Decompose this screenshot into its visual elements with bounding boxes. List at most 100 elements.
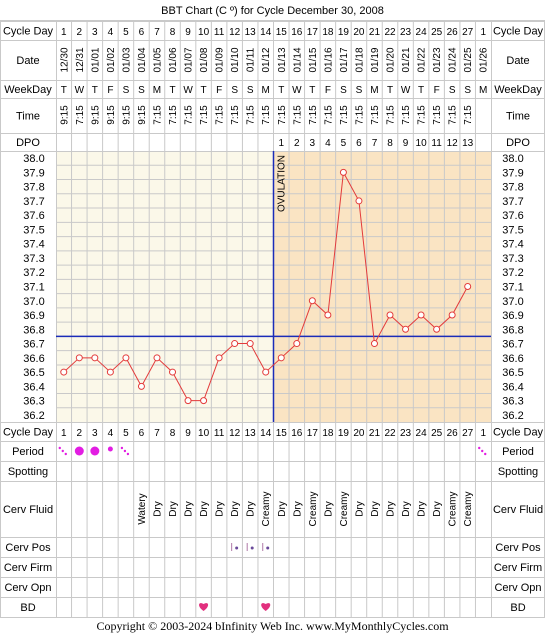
time-cell: 7:15 (463, 105, 474, 125)
row-label-left-cerv-pos: Cerv Pos (5, 542, 51, 554)
period-dot-icon (90, 446, 100, 456)
temperature-point (417, 311, 425, 319)
y-tick-label-right: 36.6 (502, 353, 523, 365)
cycle-day-cell: 1 (61, 27, 67, 38)
time-cell: 9:15 (59, 105, 70, 125)
cycle-day-cell: 11 (214, 27, 225, 38)
time-cell: 7:15 (168, 105, 179, 125)
time-cell: 9:15 (90, 105, 101, 125)
date-cell: 01/18 (354, 47, 365, 72)
weekday-cell: S (356, 85, 363, 96)
row-label-left-spotting: Spotting (8, 466, 48, 478)
row-label-left-weekday: WeekDay (4, 84, 52, 96)
cerv-fluid-cell: Creamy (339, 491, 350, 526)
y-tick-label-left: 37.7 (23, 196, 44, 208)
date-cell: 01/15 (308, 47, 319, 72)
time-cell: 7:15 (261, 105, 272, 125)
y-tick-label-right: 36.8 (502, 324, 523, 336)
cycle-day-cell: 4 (108, 27, 114, 38)
cycle-day-cell: 15 (276, 27, 288, 38)
period-dot-icon (61, 449, 64, 453)
row-label-right-weekday: WeekDay (494, 84, 542, 96)
time-cell: 7:15 (292, 105, 303, 125)
cycle-day-cell: 21 (369, 428, 381, 439)
dpo-cell: 10 (416, 138, 428, 149)
weekday-cell: T (278, 85, 284, 96)
weekday-cell: T (201, 85, 207, 96)
cycle-day-cell: 17 (307, 428, 319, 439)
cycle-day-cell: 1 (480, 27, 486, 38)
temperature-point (106, 368, 114, 376)
dpo-cell: 12 (447, 138, 459, 149)
weekday-cell: S (464, 85, 471, 96)
cycle-day-cell: 10 (198, 27, 210, 38)
time-cell: 7:15 (277, 105, 288, 125)
cerv-fluid-cell: Creamy (463, 491, 474, 526)
y-tick-label-right: 37.6 (502, 210, 523, 222)
y-tick-label-left: 36.6 (23, 353, 44, 365)
cycle-day-cell: 18 (322, 27, 334, 38)
y-tick-label-left: 37.4 (23, 239, 44, 251)
row-label-right-spotting: Spotting (498, 466, 538, 478)
y-tick-label-right: 37.9 (502, 167, 523, 179)
cycle-day-cell: 17 (307, 27, 319, 38)
cervix-position-icon (266, 546, 270, 550)
cycle-day-cell: 9 (185, 27, 191, 38)
temperature-point (355, 197, 363, 205)
temperature-point (402, 325, 410, 333)
cycle-day-cell: 2 (77, 27, 83, 38)
temperature-point (370, 340, 378, 348)
y-tick-label-left: 37.6 (23, 210, 44, 222)
row-label-right-cerv-firm: Cerv Firm (494, 562, 542, 574)
weekday-cell: F (434, 85, 440, 96)
ovulation-label: OVULATION (277, 155, 288, 212)
cycle-day-cell: 5 (123, 27, 129, 38)
y-tick-label-right: 36.5 (502, 367, 523, 379)
y-tick-label-left: 37.8 (23, 182, 44, 194)
row-label-right-period: Period (502, 446, 534, 458)
cycle-day-cell: 12 (229, 428, 241, 439)
dpo-cell: 4 (325, 138, 331, 149)
cerv-fluid-cell: Dry (184, 501, 195, 517)
copyright-footer: Copyright © 2003-2024 bInfinity Web Inc.… (96, 619, 449, 633)
weekday-cell: T (387, 85, 393, 96)
temperature-point (448, 311, 456, 319)
time-cell: 7:15 (386, 105, 397, 125)
cycle-day-cell: 23 (400, 428, 412, 439)
row-label-right-cerv-opn: Cerv Opn (494, 582, 541, 594)
temperature-point (169, 368, 177, 376)
temperature-point (339, 168, 347, 176)
period-dot-icon (58, 446, 61, 450)
y-tick-label-right: 36.9 (502, 310, 523, 322)
y-tick-label-right: 37.1 (502, 282, 523, 294)
temperature-point (246, 340, 254, 348)
cycle-day-cell: 6 (139, 428, 145, 439)
period-dot-icon (74, 446, 84, 456)
time-cell: 7:15 (246, 105, 257, 125)
cycle-day-cell: 13 (245, 428, 257, 439)
date-cell: 01/25 (463, 47, 474, 72)
weekday-cell: M (370, 85, 378, 96)
cycle-day-cell: 23 (400, 27, 412, 38)
period-dot-icon (120, 446, 124, 450)
cycle-day-cell: 20 (353, 27, 365, 38)
cycle-day-cell: 3 (92, 428, 98, 439)
cycle-day-cell: 7 (154, 428, 160, 439)
cervix-position-icon (235, 546, 239, 550)
time-cell: 7:15 (75, 105, 86, 125)
y-tick-label-left: 36.4 (23, 381, 44, 393)
temperature-point (75, 354, 83, 362)
row-label-right-cycle-day: Cycle Day (493, 427, 544, 439)
time-cell: 9:15 (121, 105, 132, 125)
cerv-fluid-cell: Dry (168, 501, 179, 517)
cycle-day-cell: 2 (77, 428, 83, 439)
temperature-point (464, 283, 472, 290)
dpo-cell: 9 (403, 138, 409, 149)
weekday-cell: T (169, 85, 175, 96)
weekday-cell: T (309, 85, 315, 96)
cycle-day-cell: 15 (276, 428, 288, 439)
cerv-fluid-cell: Dry (432, 501, 443, 517)
time-cell: 7:15 (417, 105, 428, 125)
dpo-cell: 2 (294, 138, 300, 149)
time-cell: 7:15 (230, 105, 241, 125)
